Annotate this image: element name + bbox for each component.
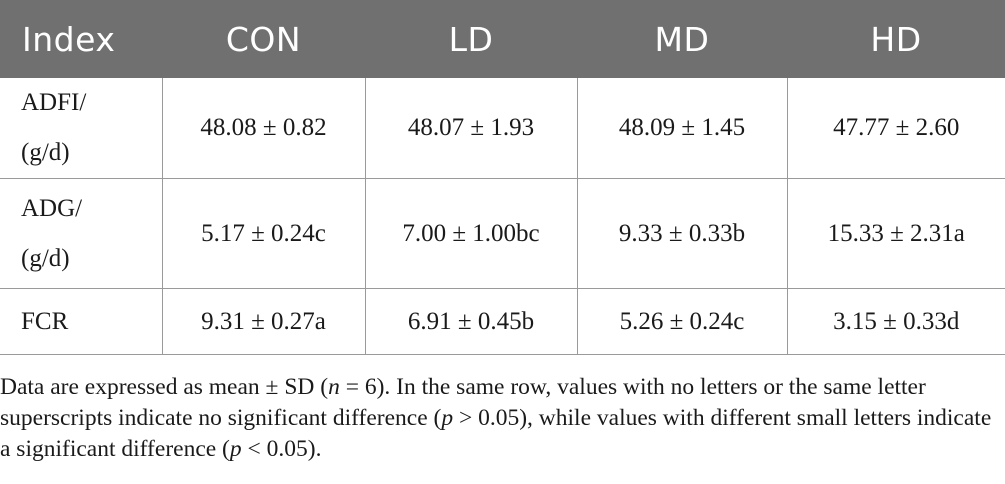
- row-label-line1: ADFI/: [21, 89, 87, 116]
- row-label-line2: (g/d): [21, 244, 70, 272]
- row-label-line2: (g/d): [21, 139, 70, 166]
- header-hd: HD: [787, 0, 1005, 78]
- cell-fcr-ld: 6.91 ± 0.45b: [365, 288, 578, 355]
- footnote-text-3: > 0.05), while values with different sma…: [0, 405, 992, 462]
- table-header: Index CON LD MD HD: [0, 0, 1005, 78]
- cell-adfi-ld: 48.07 ± 1.93: [365, 78, 578, 179]
- footnote-p-variable: p: [229, 436, 242, 462]
- header-con: CON: [162, 0, 365, 78]
- footnote-p-variable: p: [441, 405, 454, 431]
- cell-adfi-con: 48.08 ± 0.82: [162, 78, 366, 179]
- row-label-adg: ADG/ (g/d): [0, 178, 163, 289]
- table-footnote: Data are expressed as mean ± SD (n = 6).…: [0, 372, 1000, 465]
- footnote-text-2: = 6). In the same row, values with no le…: [0, 374, 926, 431]
- header-md: MD: [577, 0, 787, 78]
- header-index: Index: [0, 0, 162, 78]
- cell-fcr-md: 5.26 ± 0.24c: [577, 288, 788, 355]
- cell-adfi-hd: 47.77 ± 2.60: [787, 78, 1005, 179]
- row-label-adfi: ADFI/ (g/d): [0, 78, 163, 179]
- cell-adg-md: 9.33 ± 0.33b: [577, 178, 788, 289]
- table-row-adg: ADG/ (g/d) 5.17 ± 0.24c 7.00 ± 1.00bc 9.…: [0, 178, 1005, 289]
- row-label-line1: ADG/: [21, 194, 83, 222]
- footnote-text-4: < 0.05).: [241, 436, 322, 462]
- table-body: ADFI/ (g/d) 48.08 ± 0.82 48.07 ± 1.93 48…: [0, 78, 1005, 355]
- cell-adg-hd: 15.33 ± 2.31a: [787, 178, 1005, 289]
- table-row-adfi: ADFI/ (g/d) 48.08 ± 0.82 48.07 ± 1.93 48…: [0, 78, 1005, 179]
- cell-fcr-con: 9.31 ± 0.27a: [162, 288, 366, 355]
- cell-adg-con: 5.17 ± 0.24c: [162, 178, 366, 289]
- data-table-container: Index CON LD MD HD ADFI/ (g/d) 48.08 ± 0…: [0, 0, 1005, 355]
- header-ld: LD: [365, 0, 577, 78]
- header-row: Index CON LD MD HD: [0, 0, 1005, 78]
- footnote-text-1: Data are expressed as mean ± SD (: [0, 374, 329, 400]
- cell-fcr-hd: 3.15 ± 0.33d: [787, 288, 1005, 355]
- growth-performance-table: Index CON LD MD HD ADFI/ (g/d) 48.08 ± 0…: [0, 0, 1005, 355]
- footnote-n-variable: n: [328, 374, 340, 400]
- cell-adg-ld: 7.00 ± 1.00bc: [365, 178, 578, 289]
- table-row-fcr: FCR 9.31 ± 0.27a 6.91 ± 0.45b 5.26 ± 0.2…: [0, 288, 1005, 355]
- cell-adfi-md: 48.09 ± 1.45: [577, 78, 788, 179]
- row-label-fcr: FCR: [0, 288, 163, 355]
